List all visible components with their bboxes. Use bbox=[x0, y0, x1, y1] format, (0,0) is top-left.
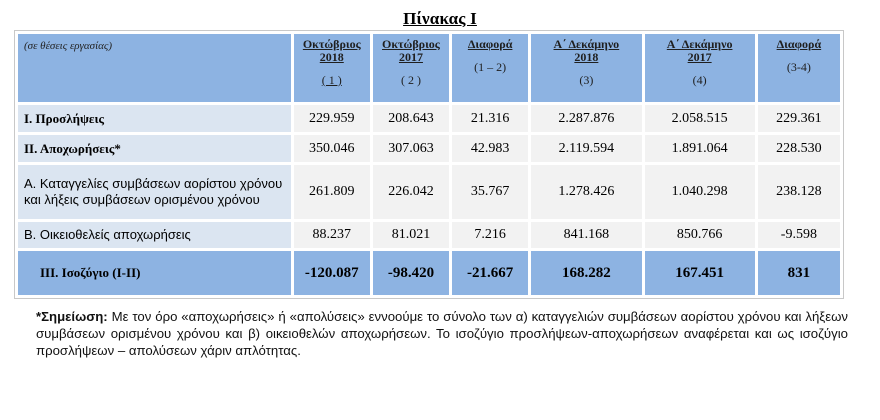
unit-label: (σε θέσεις εργασίας) bbox=[18, 34, 291, 102]
red-squiggle-mark bbox=[150, 0, 270, 6]
col-header: Οκτώβριος 2018( 1 ) bbox=[293, 34, 370, 102]
row-label: ΙΙ. Αποχωρήσεις* bbox=[18, 135, 291, 162]
cell: 7.216 bbox=[452, 222, 529, 248]
cell: 81.021 bbox=[372, 222, 450, 248]
table-row: Β. Οικειοθελείς αποχωρήσεις 88.237 81.02… bbox=[18, 222, 840, 248]
cell: 21.316 bbox=[452, 105, 529, 132]
cell: 229.959 bbox=[293, 105, 370, 132]
cell: 1.278.426 bbox=[531, 165, 642, 219]
table-title: Πίνακας Ι bbox=[403, 9, 477, 28]
cell: 2.058.515 bbox=[644, 105, 755, 132]
col-header: Οκτώβριος 2017( 2 ) bbox=[372, 34, 450, 102]
table-row: Ι. Προσλήψεις 229.959 208.643 21.316 2.2… bbox=[18, 105, 840, 132]
balance-row: ΙΙΙ. Ισοζύγιο (Ι-ΙΙ) -120.087 -98.420 -2… bbox=[18, 251, 840, 295]
cell: 850.766 bbox=[644, 222, 755, 248]
cell: 42.983 bbox=[452, 135, 529, 162]
table-row: ΙΙ. Αποχωρήσεις* 350.046 307.063 42.983 … bbox=[18, 135, 840, 162]
cell: 226.042 bbox=[372, 165, 450, 219]
cell: 228.530 bbox=[757, 135, 840, 162]
table-row: Α. Καταγγελίες συμβάσεων αορίστου χρόνου… bbox=[18, 165, 840, 219]
row-label: Β. Οικειοθελείς αποχωρήσεις bbox=[18, 222, 291, 248]
cell: -9.598 bbox=[757, 222, 840, 248]
col-header: Διαφορά (1 – 2) bbox=[452, 34, 529, 102]
cell: 2.119.594 bbox=[531, 135, 642, 162]
cell: 1.891.064 bbox=[644, 135, 755, 162]
header-row: (σε θέσεις εργασίας) Οκτώβριος 2018( 1 ) … bbox=[18, 34, 840, 102]
col-header: Α΄ Δεκάμηνο 2017 (4) bbox=[644, 34, 755, 102]
footnote-text: Με τον όρο «αποχωρήσεις» ή «απολύσεις» ε… bbox=[36, 309, 848, 358]
cell: 841.168 bbox=[531, 222, 642, 248]
cell: -98.420 bbox=[372, 251, 450, 295]
footnote-prefix: *Σημείωση: bbox=[36, 309, 108, 324]
cell: -120.087 bbox=[293, 251, 370, 295]
row-label: ΙΙΙ. Ισοζύγιο (Ι-ΙΙ) bbox=[18, 251, 291, 295]
cell: 350.046 bbox=[293, 135, 370, 162]
cell: 261.809 bbox=[293, 165, 370, 219]
cell: 1.040.298 bbox=[644, 165, 755, 219]
data-table: (σε θέσεις εργασίας) Οκτώβριος 2018( 1 ) … bbox=[14, 30, 844, 299]
cell: 307.063 bbox=[372, 135, 450, 162]
row-label: Α. Καταγγελίες συμβάσεων αορίστου χρόνου… bbox=[18, 165, 291, 219]
cell: 167.451 bbox=[644, 251, 755, 295]
cell: 2.287.876 bbox=[531, 105, 642, 132]
row-label: Ι. Προσλήψεις bbox=[18, 105, 291, 132]
cell: 88.237 bbox=[293, 222, 370, 248]
cell: 229.361 bbox=[757, 105, 840, 132]
cell: -21.667 bbox=[452, 251, 529, 295]
footnote: *Σημείωση: Με τον όρο «αποχωρήσεις» ή «α… bbox=[36, 308, 848, 359]
cell: 831 bbox=[757, 251, 840, 295]
cell: 35.767 bbox=[452, 165, 529, 219]
cell: 168.282 bbox=[531, 251, 642, 295]
col-header: Α΄ Δεκάμηνο 2018 (3) bbox=[531, 34, 642, 102]
col-header: Διαφορά (3-4) bbox=[757, 34, 840, 102]
cell: 238.128 bbox=[757, 165, 840, 219]
cell: 208.643 bbox=[372, 105, 450, 132]
